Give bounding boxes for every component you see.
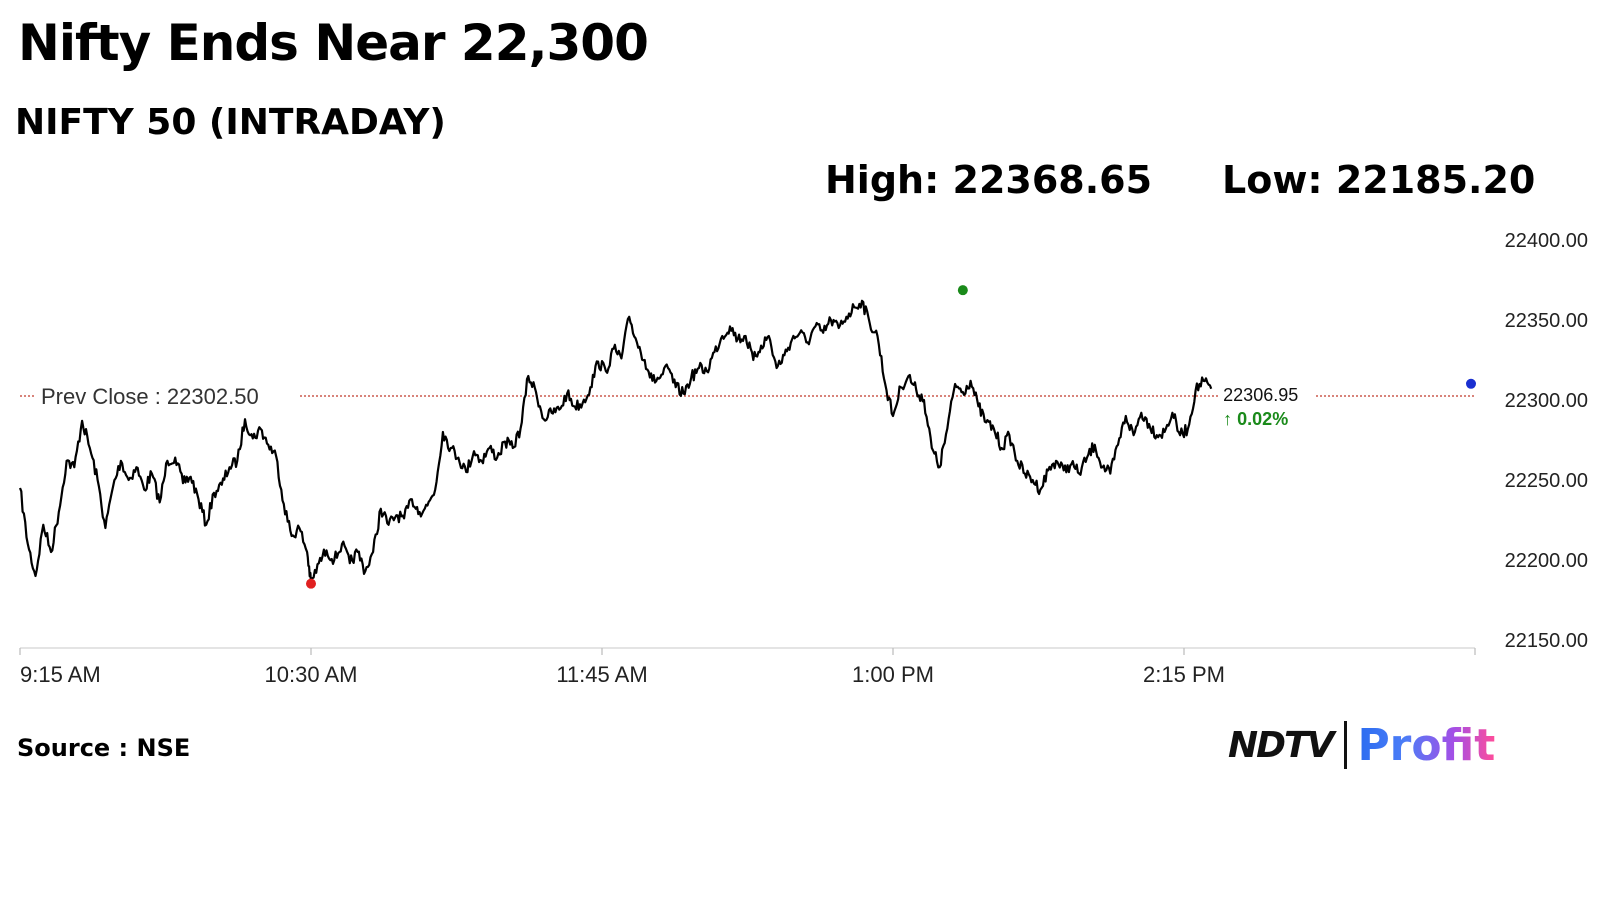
y-tick-label: 22300.00 — [1505, 390, 1588, 412]
high-value: High: 22368.65 — [825, 158, 1153, 202]
chart-headline: Nifty Ends Near 22,300 — [18, 14, 649, 72]
prev-close-label: Prev Close : 22302.50 — [41, 384, 259, 409]
logo-divider — [1344, 721, 1348, 769]
last-price-label-bg — [1219, 380, 1316, 429]
source-note: Source : NSE — [17, 734, 191, 762]
low-marker — [306, 578, 316, 589]
nifty-price-line — [18, 299, 1213, 586]
x-tick-label: 10:30 AM — [265, 662, 358, 687]
x-tick-label: 9:15 AM — [20, 662, 101, 687]
last-price-marker — [1466, 378, 1476, 389]
logo-ndtv-text: NDTV — [1228, 724, 1334, 766]
change-percent-label: ↑ 0.02% — [1223, 409, 1288, 429]
last-price-label: 22306.95 — [1223, 385, 1298, 405]
low-value: Low: 22185.20 — [1222, 158, 1536, 202]
high-marker — [957, 285, 968, 296]
chart-subtitle: NIFTY 50 (INTRADAY) — [15, 102, 446, 143]
y-tick-label: 22150.00 — [1505, 630, 1588, 652]
prev-close-label-bg — [36, 379, 298, 411]
ndtv-profit-logo: NDTV Profit — [1228, 718, 1495, 772]
x-tick-label: 11:45 AM — [556, 662, 647, 687]
x-tick-label: 2:15 PM — [1143, 662, 1225, 687]
y-tick-label: 22250.00 — [1505, 470, 1588, 492]
logo-profit-text: Profit — [1357, 719, 1496, 771]
y-tick-label: 22200.00 — [1505, 550, 1588, 572]
y-tick-label: 22350.00 — [1505, 310, 1588, 332]
x-tick-label: 1:00 PM — [852, 662, 934, 687]
y-tick-label: 22400.00 — [1505, 230, 1588, 252]
